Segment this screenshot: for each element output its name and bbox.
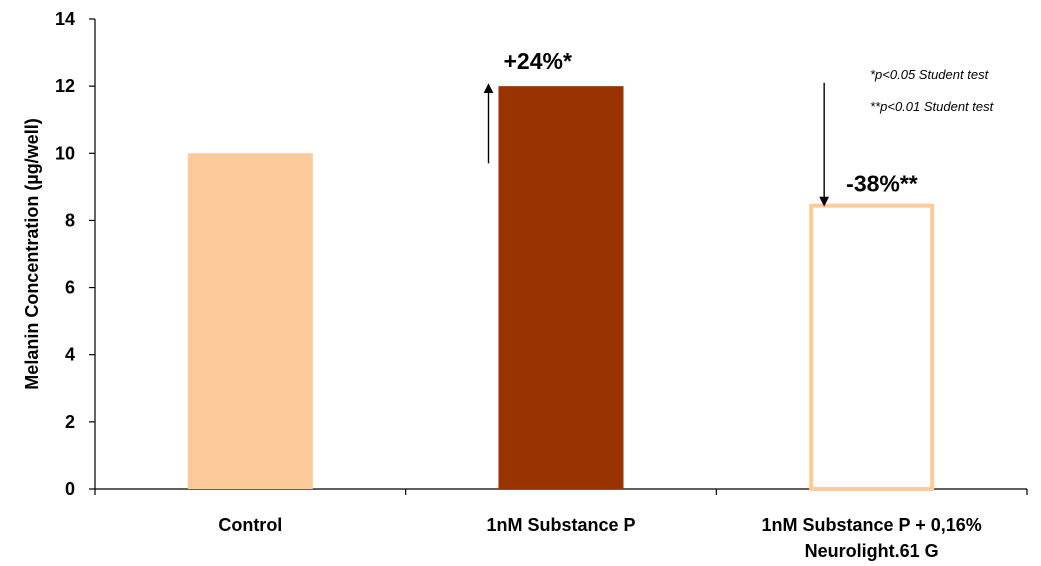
bars	[187, 86, 935, 491]
labels: Melanin Concentration (µg/well) Control 1n…	[22, 118, 982, 561]
significance-footnote: **p<0.01 Student test	[870, 99, 995, 114]
bar	[498, 86, 624, 490]
y-tick-label: 8	[65, 210, 75, 230]
y-tick-label: 6	[65, 278, 75, 298]
annotations: +24%* -38%** *p<0.05 Student test **p<0.01 …	[483, 48, 995, 207]
y-tick-label: 0	[65, 479, 75, 499]
y-tick-label: 2	[65, 412, 75, 432]
y-tick-label: 4	[65, 345, 75, 365]
increase-label: +24%*	[504, 48, 572, 74]
y-axis-label: Melanin Concentration (µg/well)	[22, 118, 42, 389]
y-tick-label: 10	[55, 143, 75, 163]
x-tick-label: 1nM Substance P	[486, 515, 635, 535]
bar	[809, 203, 935, 491]
x-tick-label: 1nM Substance P + 0,16%	[762, 515, 982, 535]
x-tick-label: Neurolight.61 G	[805, 541, 939, 561]
y-tick-label: 14	[55, 9, 75, 29]
y-tick-label: 12	[55, 76, 75, 96]
x-tick-label: Control	[218, 515, 282, 535]
bar	[187, 153, 313, 490]
significance-footnote: *p<0.05 Student test	[870, 67, 990, 82]
decrease-label: -38%**	[846, 171, 918, 197]
